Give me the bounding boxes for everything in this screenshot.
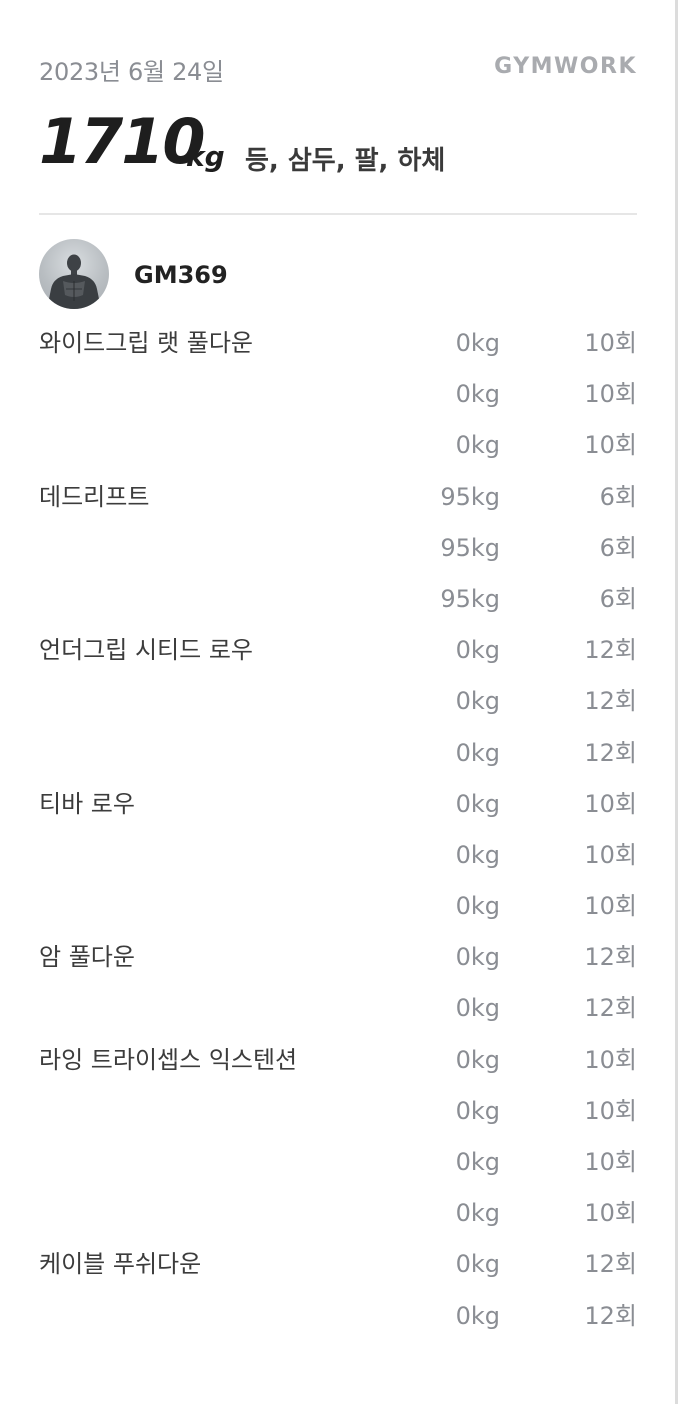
set-reps: 6회: [599, 482, 637, 511]
set-weight: 0kg: [455, 738, 500, 767]
set-reps: 10회: [584, 840, 637, 869]
total-weight-value: 1710: [39, 105, 206, 178]
set-row: 0kg 10회: [39, 1096, 637, 1147]
set-weight: 0kg: [455, 636, 500, 665]
set-reps: 10회: [584, 1199, 637, 1228]
exercise-name: 와이드그립 랫 풀다운: [39, 329, 253, 357]
set-row: 티바 로우 0kg 10회: [39, 789, 637, 840]
set-reps: 12회: [584, 738, 637, 767]
set-weight: 0kg: [455, 1301, 500, 1330]
set-row: 0kg 10회: [39, 891, 637, 942]
user-profile: GM369: [39, 215, 637, 313]
avatar: [39, 239, 109, 309]
user-photo-icon: [47, 254, 101, 309]
set-reps: 10회: [584, 892, 637, 921]
set-reps: 12회: [584, 943, 637, 972]
set-weight: 0kg: [455, 892, 500, 921]
exercise-name: 티바 로우: [39, 789, 135, 818]
workout-date: 2023년 6월 24일: [39, 58, 224, 86]
card-header: 2023년 6월 24일 GYMWORK: [39, 0, 637, 100]
set-weight: 0kg: [455, 1199, 500, 1228]
set-row: 케이블 푸쉬다운 0kg 12회: [39, 1249, 637, 1300]
set-weight: 0kg: [455, 687, 500, 716]
set-row: 0kg 10회: [39, 1147, 637, 1198]
set-row: 암 풀다운 0kg 12회: [39, 942, 637, 993]
set-weight: 0kg: [455, 994, 500, 1023]
exercise-name: 암 풀다운: [39, 943, 135, 972]
set-reps: 10회: [584, 329, 637, 357]
username: GM369: [134, 261, 228, 289]
set-weight: 95kg: [440, 482, 500, 511]
set-weight: 0kg: [455, 1045, 500, 1074]
set-row: 95kg 6회: [39, 584, 637, 635]
set-weight: 95kg: [440, 533, 500, 562]
set-weight: 0kg: [455, 431, 500, 460]
set-reps: 6회: [599, 533, 637, 562]
set-weight: 0kg: [455, 1148, 500, 1176]
set-row: 0kg 12회: [39, 686, 637, 737]
set-reps: 10회: [584, 1045, 637, 1074]
set-reps: 12회: [584, 1250, 637, 1279]
set-row: 언더그립 시티드 로우 0kg 12회: [39, 635, 637, 686]
exercise-log: 와이드그립 랫 풀다운 0kg 10회 0kg 10회 0kg 10회 데드리프트 95kg 6회…: [39, 328, 637, 1352]
set-row: 95kg 6회: [39, 533, 637, 584]
set-weight: 0kg: [455, 943, 500, 972]
exercise-name: 언더그립 시티드 로우: [39, 636, 253, 665]
set-row: 0kg 12회: [39, 738, 637, 789]
set-row: 0kg 10회: [39, 430, 637, 481]
set-weight: 0kg: [455, 380, 500, 409]
divider: [39, 213, 637, 215]
set-row: 0kg 10회: [39, 379, 637, 430]
set-reps: 12회: [584, 994, 637, 1023]
set-row: 데드리프트 95kg 6회: [39, 482, 637, 533]
set-weight: 95kg: [440, 584, 500, 613]
set-row: 0kg 10회: [39, 1198, 637, 1249]
set-reps: 10회: [584, 789, 637, 818]
set-weight: 0kg: [455, 789, 500, 818]
set-row: 0kg 12회: [39, 993, 637, 1044]
exercise-name: 케이블 푸쉬다운: [39, 1250, 202, 1279]
set-reps: 10회: [584, 1148, 637, 1176]
set-weight: 0kg: [455, 329, 500, 357]
exercise-name: 데드리프트: [39, 482, 150, 511]
set-row: 라잉 트라이셉스 익스텐션 0kg 10회: [39, 1045, 637, 1096]
body-parts-list: 등, 삼두, 팔, 하체: [245, 146, 446, 176]
set-reps: 6회: [599, 584, 637, 613]
set-weight: 0kg: [455, 1250, 500, 1279]
workout-card: 2023년 6월 24일 GYMWORK 1710 kg 등, 삼두, 팔, 하…: [39, 0, 637, 1352]
set-row: 0kg 12회: [39, 1301, 637, 1352]
set-reps: 10회: [584, 1096, 637, 1125]
set-reps: 12회: [584, 1301, 637, 1330]
brand-logo: GYMWORK: [494, 54, 637, 79]
set-row: 와이드그립 랫 풀다운 0kg 10회: [39, 328, 637, 379]
set-weight: 0kg: [455, 840, 500, 869]
set-weight: 0kg: [455, 1096, 500, 1125]
total-weight-unit: kg: [186, 140, 225, 173]
workout-summary: 1710 kg 등, 삼두, 팔, 하체: [39, 100, 637, 213]
set-reps: 10회: [584, 380, 637, 409]
set-reps: 12회: [584, 636, 637, 665]
exercise-name: 라잉 트라이셉스 익스텐션: [39, 1045, 298, 1074]
set-reps: 12회: [584, 687, 637, 716]
set-reps: 10회: [584, 431, 637, 460]
right-edge-divider: [675, 0, 678, 1404]
set-row: 0kg 10회: [39, 840, 637, 891]
